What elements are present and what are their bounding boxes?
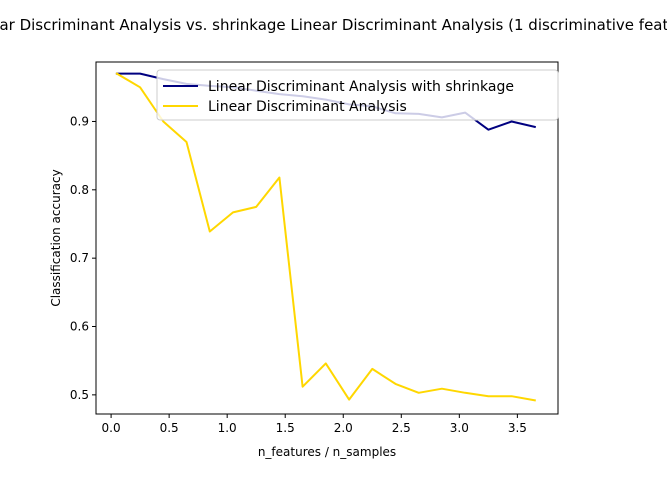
y-axis: 0.5 0.6 0.7 0.8 0.9 (70, 114, 96, 402)
x-tick-label: 3.5 (508, 421, 527, 435)
x-axis-label: n_features / n_samples (258, 445, 396, 459)
y-tick-label: 0.6 (70, 320, 89, 334)
legend-box (156, 69, 559, 121)
x-tick-label: 3.0 (450, 421, 469, 435)
legend: Linear Discriminant Analysis with shrink… (156, 69, 559, 121)
chart-title: Linear Discriminant Analysis vs. shrinka… (0, 16, 667, 34)
y-tick-label: 0.7 (70, 251, 89, 265)
x-tick-label: 1.0 (218, 421, 237, 435)
y-tick-label: 0.5 (70, 388, 89, 402)
plot-area (96, 62, 558, 414)
x-tick-label: 0.0 (102, 421, 121, 435)
y-axis-label: Classification accuracy (49, 169, 63, 306)
plot-frame (95, 61, 559, 415)
x-tick-label: 0.5 (160, 421, 179, 435)
series-line-2 (115, 72, 536, 402)
legend-label-1: Linear Discriminant Analysis with shrink… (208, 79, 514, 95)
legend-label-2: Linear Discriminant Analysis (208, 99, 407, 115)
x-tick-label: 2.0 (334, 421, 353, 435)
y-tick-label: 0.9 (70, 114, 89, 128)
x-tick-label: 1.5 (276, 421, 295, 435)
x-axis: 0.0 0.5 1.0 1.5 2.0 2.5 3.0 3.5 (102, 414, 527, 435)
x-tick-label: 2.5 (392, 421, 411, 435)
y-tick-label: 0.8 (70, 183, 89, 197)
